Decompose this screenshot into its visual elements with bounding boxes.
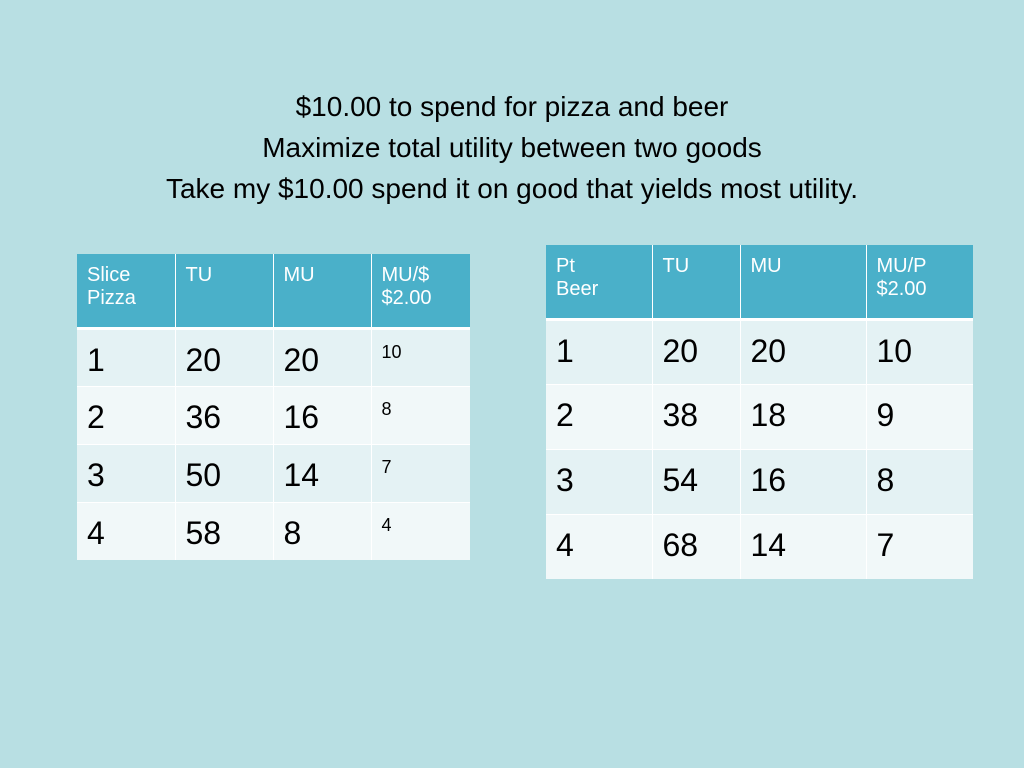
header-cell-tu: TU (652, 245, 741, 321)
slide-title: $10.00 to spend for pizza and beer Maxim… (0, 86, 1024, 209)
table-row: 2 36 16 8 (77, 386, 470, 445)
table-cell: 1 (546, 319, 653, 385)
table-cell: 36 (175, 386, 274, 445)
table-cell: 38 (652, 384, 741, 450)
table-row: 1 20 20 10 (546, 319, 973, 385)
table-cell: 2 (77, 386, 176, 445)
table-cell: 2 (546, 384, 653, 450)
table-cell: 3 (77, 444, 176, 503)
header-cell-mu-per-price: MU/P $2.00 (866, 245, 973, 321)
table-row: 3 50 14 7 (77, 444, 470, 503)
title-line-1: $10.00 to spend for pizza and beer (295, 91, 729, 122)
table-header-row: Pt Beer TU MU MU/P $2.00 (546, 245, 973, 321)
table-row: 2 38 18 9 (546, 384, 973, 450)
table-cell: 20 (273, 328, 372, 387)
table-cell: 16 (273, 386, 372, 445)
table-cell: 20 (175, 328, 274, 387)
table-cell: 7 (371, 444, 470, 503)
table-cell: 50 (175, 444, 274, 503)
table-cell: 7 (866, 514, 973, 579)
pizza-utility-table: Slice Pizza TU MU MU/$ $2.00 1 20 20 10 2 … (77, 254, 470, 560)
header-cell-mu: MU (740, 245, 867, 321)
table-cell: 10 (866, 319, 973, 385)
table-row: 3 54 16 8 (546, 449, 973, 515)
header-cell-mu-per-price: MU/$ $2.00 (371, 254, 470, 330)
table-cell: 20 (740, 319, 867, 385)
title-line-2: Maximize total utility between two goods (262, 132, 762, 163)
table-cell: 20 (652, 319, 741, 385)
beer-utility-table: Pt Beer TU MU MU/P $2.00 1 20 20 10 2 38 1… (546, 245, 973, 579)
table-cell: 4 (546, 514, 653, 579)
table-cell: 14 (740, 514, 867, 579)
header-cell-quantity: Slice Pizza (77, 254, 176, 330)
table-header-row: Slice Pizza TU MU MU/$ $2.00 (77, 254, 470, 330)
table-row: 1 20 20 10 (77, 328, 470, 387)
table-cell: 4 (371, 502, 470, 560)
table-cell: 10 (371, 328, 470, 387)
table-cell: 54 (652, 449, 741, 515)
table-cell: 1 (77, 328, 176, 387)
table-cell: 9 (866, 384, 973, 450)
table-row: 4 58 8 4 (77, 502, 470, 560)
table-cell: 16 (740, 449, 867, 515)
table-cell: 8 (866, 449, 973, 515)
header-cell-quantity: Pt Beer (546, 245, 653, 321)
table-cell: 8 (371, 386, 470, 445)
header-cell-mu: MU (273, 254, 372, 330)
table-cell: 3 (546, 449, 653, 515)
table-cell: 8 (273, 502, 372, 560)
table-cell: 58 (175, 502, 274, 560)
table-cell: 4 (77, 502, 176, 560)
table-cell: 18 (740, 384, 867, 450)
table-row: 4 68 14 7 (546, 514, 973, 579)
title-line-3: Take my $10.00 spend it on good that yie… (165, 173, 859, 204)
header-cell-tu: TU (175, 254, 274, 330)
table-cell: 14 (273, 444, 372, 503)
table-cell: 68 (652, 514, 741, 579)
